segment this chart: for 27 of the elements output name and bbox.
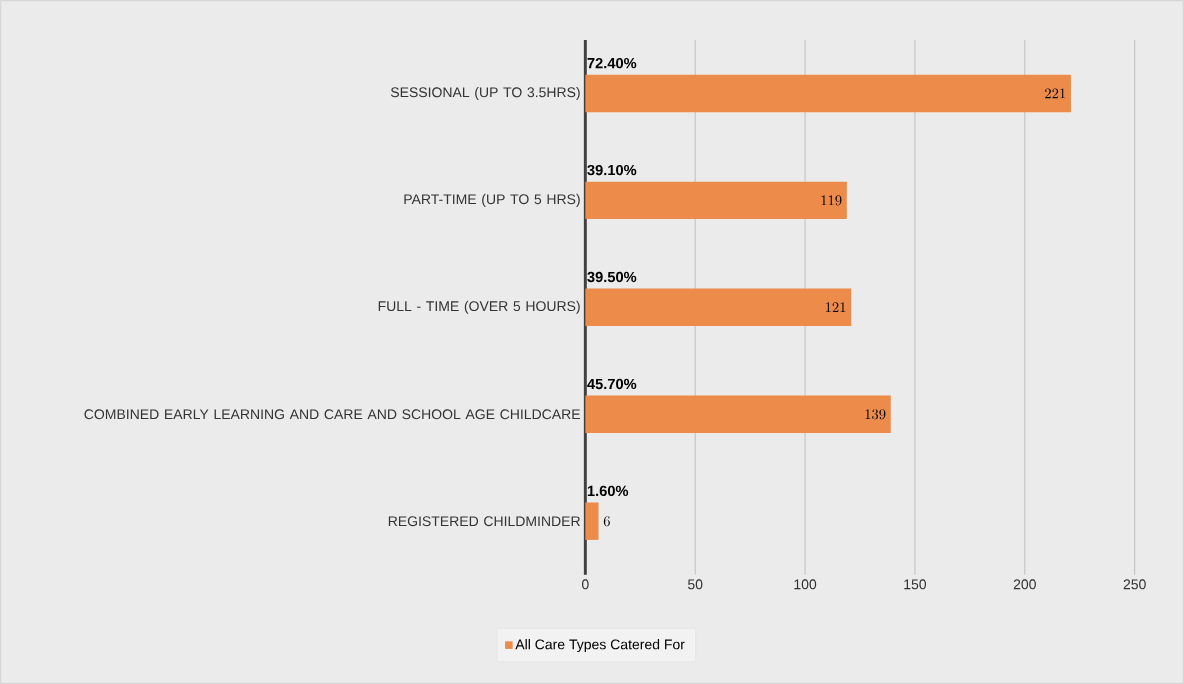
annotation: 39.50% [587,271,637,283]
y-tick-label: PART-TIME (UP TO 5 HRS) [404,193,580,207]
data-label: 121 [825,302,846,313]
bar [585,74,1071,113]
data-label: 119 [821,195,842,206]
data-label: 221 [1045,88,1066,99]
bar [585,502,599,540]
y-tick-label: SESSIONAL (UP TO 3.5HRS) [390,86,580,100]
y-tick-label: FULL - TIME (OVER 5 HOURS) [378,300,580,314]
x-tick-label: 50 [687,579,703,590]
annotation: 72.40% [587,57,637,69]
annotation: 39.10% [587,164,637,176]
bar [585,395,891,433]
bar [585,181,847,220]
legend-label: All Care Types Catered For [515,639,685,653]
x-tick-label: 250 [1123,579,1146,590]
x-tick-label: 200 [1013,579,1036,590]
x-tick-label: 150 [904,579,927,590]
annotation: 1.60% [587,485,629,497]
y-tick-label: REGISTERED CHILDMINDER [388,516,580,527]
annotation: 45.70% [587,378,637,390]
x-tick-label: 0 [581,579,589,590]
y-tick-label: COMBINED EARLY LEARNING AND CARE AND SCHOOL AGE CHILDCARE [84,409,580,420]
bar [585,288,852,327]
data-label: 6 [603,516,610,527]
x-tick-label: 100 [794,579,817,590]
data-label: 139 [865,409,886,420]
